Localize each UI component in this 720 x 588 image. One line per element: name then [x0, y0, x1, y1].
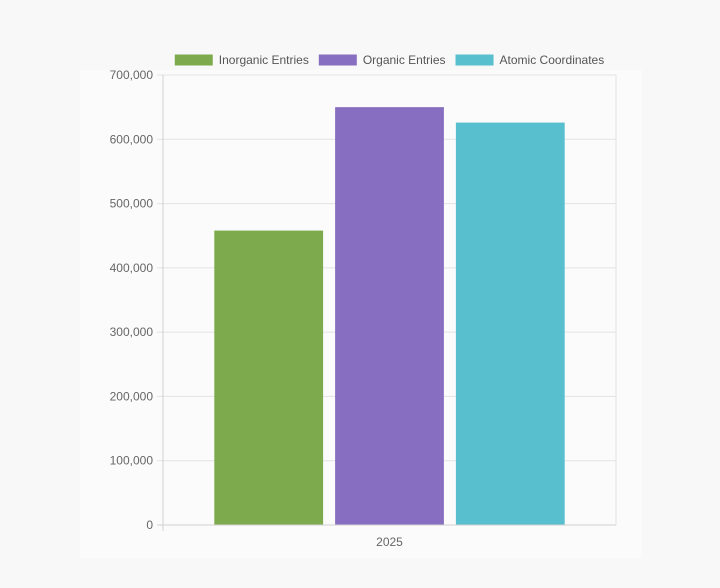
y-tick-label: 100,000	[110, 454, 154, 468]
legend-swatch-organic-entries[interactable]	[318, 54, 357, 66]
legend-swatch-inorganic-entries[interactable]	[174, 54, 213, 66]
y-tick-label: 0	[146, 518, 153, 532]
legend-label-organic-entries[interactable]: Organic Entries	[363, 53, 446, 67]
x-axis: 2025	[157, 524, 616, 549]
y-axis: 0 100,000 200,000 300,000 400,000 500,000 600,…	[110, 68, 164, 532]
bar-atomic-coordinates	[455, 122, 565, 526]
x-tick-label: 2025	[376, 535, 403, 549]
y-tick-label: 600,000	[110, 132, 154, 146]
legend-label-inorganic-entries[interactable]: Inorganic Entries	[219, 53, 309, 67]
y-tick-label: 500,000	[110, 197, 154, 211]
legend-label-atomic-coordinates[interactable]: Atomic Coordinates	[500, 53, 605, 67]
bars	[214, 107, 565, 526]
legend[interactable]: Inorganic Entries Organic Entries Atomic C…	[174, 53, 605, 67]
y-tick-label: 300,000	[110, 325, 154, 339]
bar-inorganic-entries	[214, 230, 324, 526]
bar-organic-entries	[335, 107, 444, 526]
legend-swatch-atomic-coordinates[interactable]	[455, 54, 494, 66]
y-tick-label: 200,000	[110, 389, 154, 403]
y-tick-label: 400,000	[110, 261, 154, 275]
y-tick-label: 700,000	[110, 68, 154, 82]
